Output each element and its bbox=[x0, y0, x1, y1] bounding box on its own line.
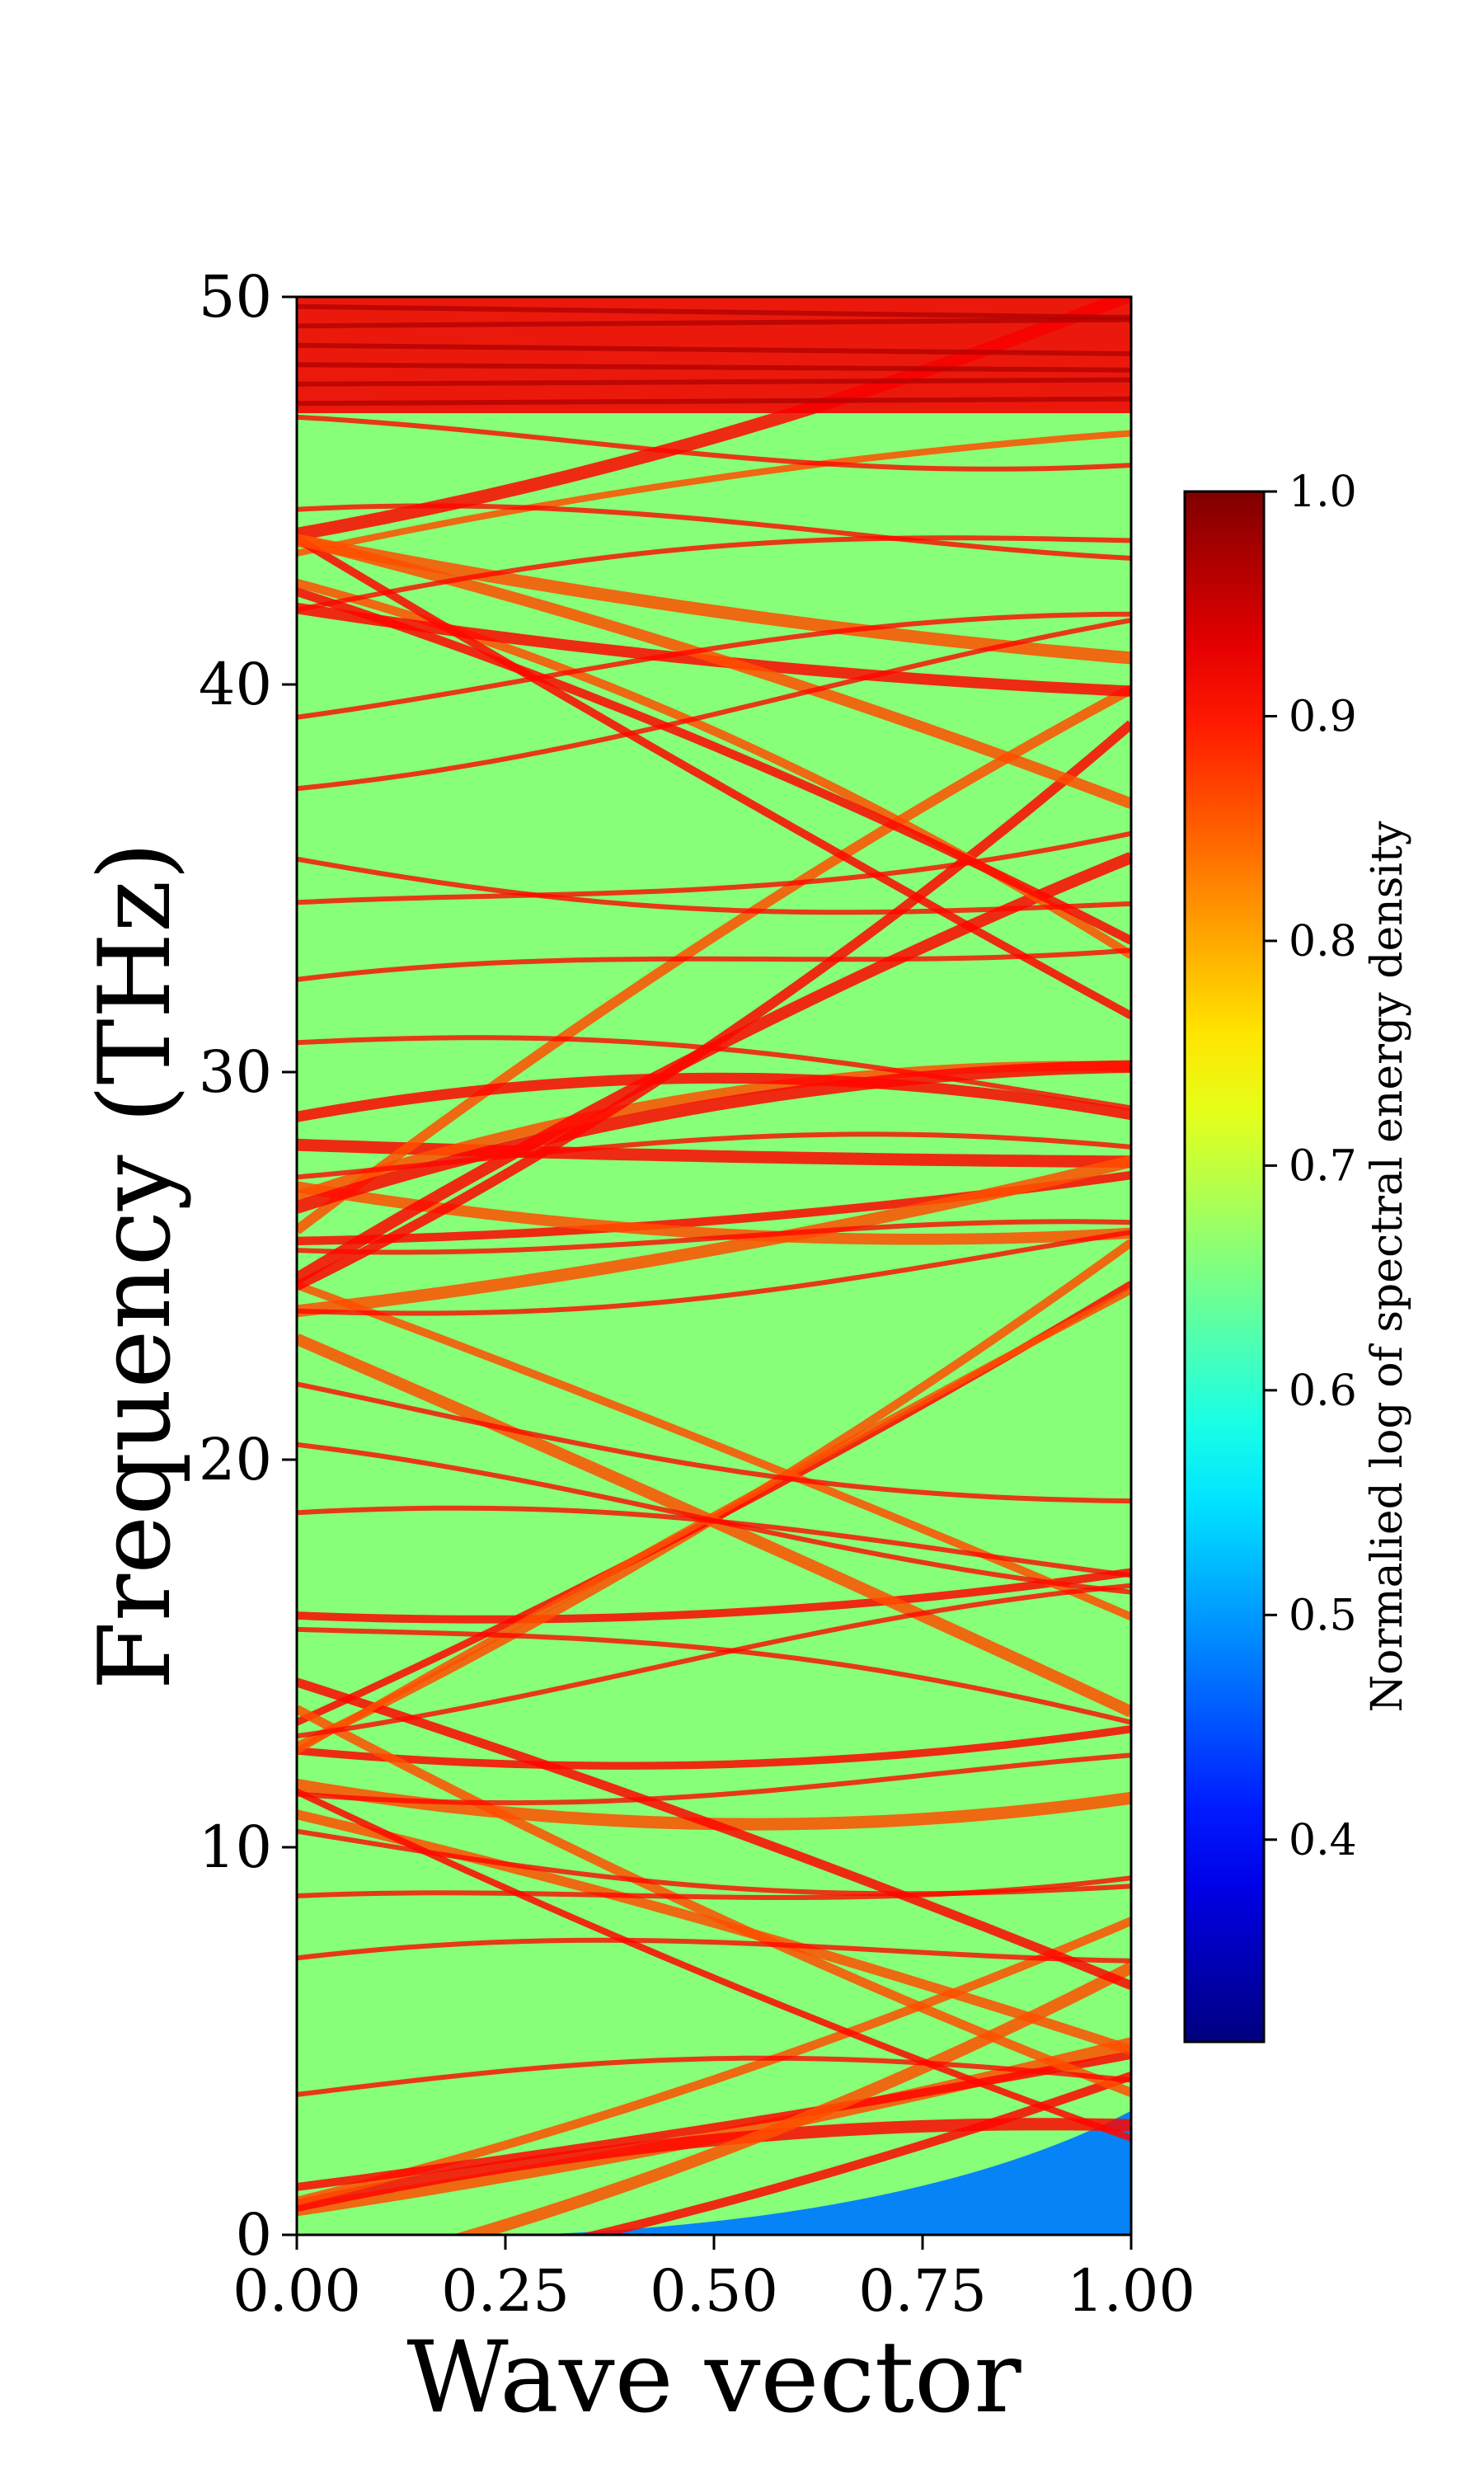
y-tick-label: 40 bbox=[199, 651, 272, 718]
y-axis: 0 10 20 30 40 50 bbox=[199, 263, 297, 2269]
dispersion-branch bbox=[297, 503, 1131, 561]
colorbar-frame bbox=[1183, 490, 1266, 2044]
dispersion-branch bbox=[297, 2055, 1131, 2097]
dispersion-branch bbox=[297, 1230, 1131, 1316]
dispersion-branch bbox=[297, 948, 1131, 982]
dispersion-branch bbox=[297, 1937, 1131, 1964]
colorbar-tick-label: 0.5 bbox=[1289, 1591, 1357, 1640]
heatmap-plot bbox=[295, 295, 1133, 2236]
dispersion-branch bbox=[297, 430, 1131, 557]
high-density-ridge bbox=[297, 362, 1131, 373]
colorbar-ticks: 0.4 0.5 0.6 0.7 0.8 0.9 1.0 bbox=[1264, 468, 1357, 1865]
colorbar-label: Normalied log of spectral energy density bbox=[1363, 821, 1412, 1712]
colorbar-tick-label: 1.0 bbox=[1289, 468, 1357, 517]
colorbar-tick-label: 0.4 bbox=[1289, 1816, 1357, 1865]
y-tick-label: 10 bbox=[199, 1813, 272, 1881]
y-tick-label: 0 bbox=[235, 2201, 272, 2269]
x-tick-label: 0.00 bbox=[232, 2257, 361, 2325]
dispersion-branch bbox=[297, 1752, 1131, 1806]
colorbar-tick-label: 0.9 bbox=[1289, 692, 1357, 741]
high-density-ridge bbox=[297, 342, 1131, 357]
x-axis: 0.00 0.25 0.50 0.75 1.00 bbox=[232, 2235, 1195, 2325]
y-axis-title: Frequency (THz) bbox=[78, 842, 193, 1691]
dispersion-branch bbox=[297, 830, 1131, 905]
dispersion-branch bbox=[576, 2072, 1131, 2235]
x-tick-label: 0.75 bbox=[858, 2257, 987, 2325]
dispersion-branch bbox=[297, 534, 1131, 665]
dispersion-branch bbox=[297, 1219, 1131, 1255]
heatmap-layers bbox=[297, 297, 1131, 2235]
dispersion-branch bbox=[297, 684, 1131, 1235]
dispersion-branch bbox=[297, 611, 1131, 720]
colorbar-tick-label: 0.8 bbox=[1289, 917, 1357, 967]
dispersion-branch bbox=[297, 587, 1131, 945]
dispersion-branch bbox=[297, 1677, 1131, 1990]
dispersion-branch bbox=[297, 414, 1131, 472]
dispersion-branch bbox=[297, 1828, 1131, 1897]
colorbar: 0.4 0.5 0.6 0.7 0.8 0.9 1.0 Normalied log of s… bbox=[1183, 468, 1412, 2044]
dispersion-branch bbox=[297, 1705, 1131, 2097]
dispersion-branch bbox=[297, 1724, 1131, 1770]
dispersion-branch bbox=[297, 1583, 1131, 1739]
dispersion-branch bbox=[297, 1442, 1131, 1595]
x-tick-label: 0.50 bbox=[650, 2257, 778, 2325]
dispersion-branch bbox=[297, 1788, 1131, 2142]
dispersion-branch bbox=[297, 1626, 1131, 1725]
dispersion-branch bbox=[297, 534, 1131, 809]
colorbar-gradient bbox=[1185, 492, 1264, 2042]
dispersion-branch bbox=[297, 1181, 1131, 1245]
dispersion-branch bbox=[297, 1155, 1131, 1318]
colorbar-tick-label: 0.6 bbox=[1289, 1366, 1357, 1416]
dispersion-branch bbox=[297, 856, 1131, 915]
x-tick-label: 1.00 bbox=[1067, 2257, 1195, 2325]
low-density-region bbox=[530, 2110, 1131, 2235]
x-axis-title: Wave vector bbox=[406, 2321, 1021, 2435]
high-density-ridge bbox=[297, 303, 1131, 320]
dispersion-branch bbox=[297, 535, 1131, 613]
dispersion-branch bbox=[297, 1568, 1131, 1624]
dispersion-branch bbox=[297, 1131, 1131, 1180]
y-tick-label: 20 bbox=[199, 1426, 272, 1493]
dispersion-branch bbox=[297, 1809, 1131, 2055]
dispersion-branch bbox=[297, 1072, 1131, 1122]
dispersion-branch bbox=[297, 1035, 1131, 1111]
y-tick-label: 50 bbox=[199, 263, 272, 331]
dispersion-branch bbox=[297, 1381, 1131, 1504]
y-tick-label: 30 bbox=[199, 1038, 272, 1106]
dispersion-branch bbox=[297, 534, 1131, 1019]
dispersion-branch bbox=[297, 2050, 1131, 2191]
high-density-ridge bbox=[297, 377, 1131, 387]
dispersion-branch bbox=[297, 618, 1131, 792]
x-tick-label: 0.25 bbox=[441, 2257, 570, 2325]
high-density-ridge bbox=[297, 396, 1131, 407]
high-density-ridge bbox=[297, 317, 1131, 329]
colorbar-tick-label: 0.7 bbox=[1289, 1141, 1357, 1191]
